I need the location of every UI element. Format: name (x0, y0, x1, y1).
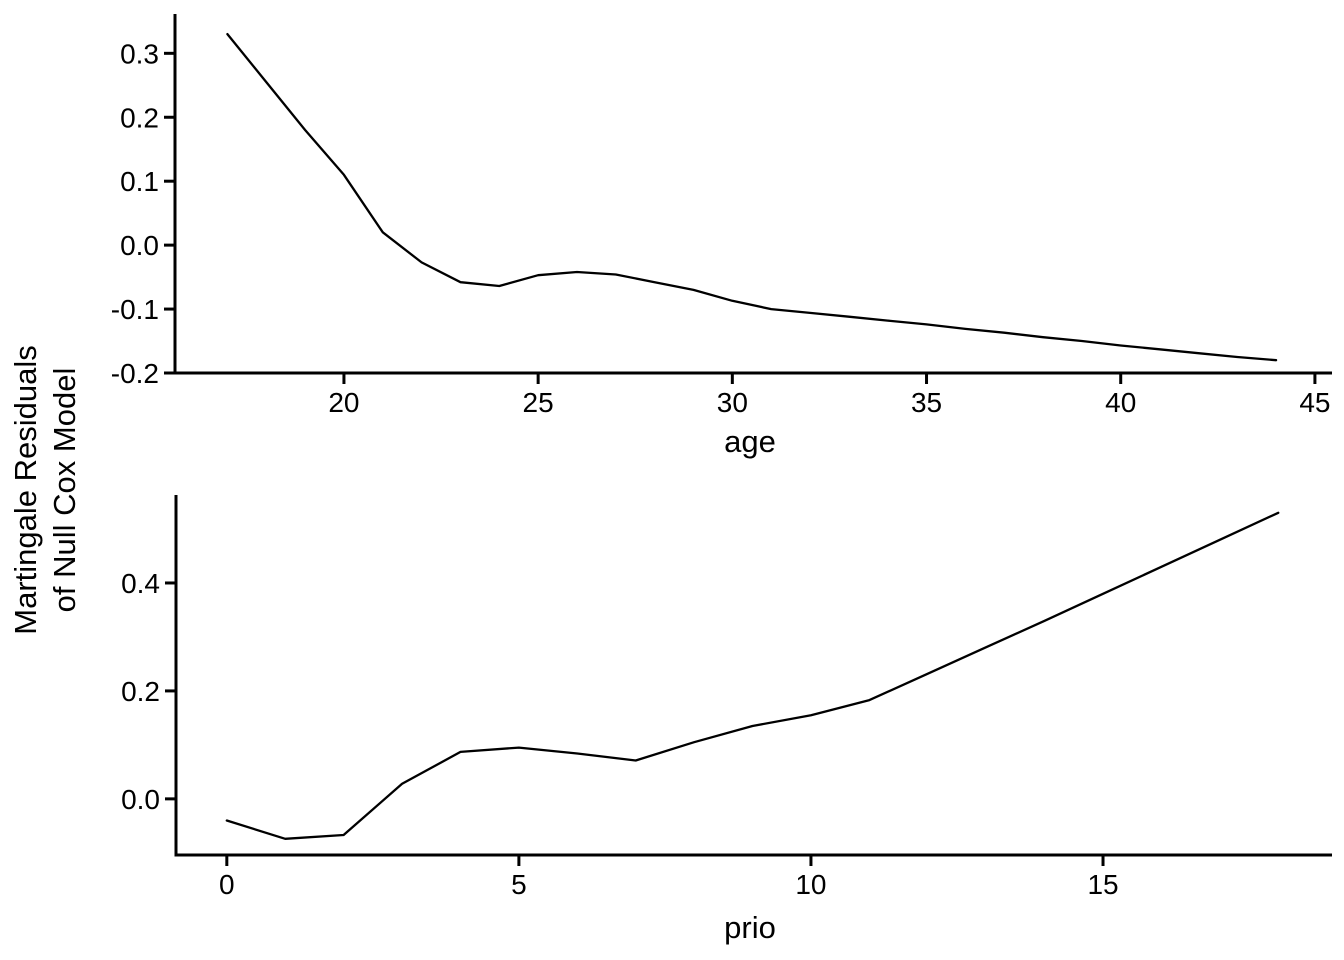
y-tick-label: 0.0 (121, 784, 160, 815)
y-tick-label: 0.0 (120, 230, 159, 261)
x-tick-label: 0 (219, 869, 235, 900)
y-tick-label: 0.1 (120, 166, 159, 197)
x-tick-label: 25 (523, 387, 554, 418)
x-axis-label-age: age (724, 424, 776, 459)
x-axis-label-prio: prio (724, 910, 776, 945)
y-tick-label: -0.2 (111, 358, 159, 389)
x-tick-label: 35 (911, 387, 942, 418)
x-tick-label: 15 (1087, 869, 1118, 900)
y-tick-label: -0.1 (111, 294, 159, 325)
x-tick-label: 45 (1299, 387, 1330, 418)
curve-prio (225, 511, 1280, 840)
x-tick-label: 10 (795, 869, 826, 900)
y-tick-label: 0.2 (121, 676, 160, 707)
x-tick-label: 30 (717, 387, 748, 418)
curve-age (226, 32, 1278, 362)
y-tick-label: 0.2 (120, 102, 159, 133)
y-axis-label-line2: of Null Cox Model (47, 367, 82, 613)
x-tick-label: 40 (1105, 387, 1136, 418)
y-tick-label: 0.3 (120, 38, 159, 69)
x-tick-label: 20 (328, 387, 359, 418)
x-tick-label: 5 (511, 869, 527, 900)
y-axis-label-line1: Martingale Residuals (8, 345, 43, 635)
axis-lines-bottom (174, 495, 1332, 857)
y-tick-label: 0.4 (121, 568, 160, 599)
axis-lines-top (173, 14, 1332, 375)
